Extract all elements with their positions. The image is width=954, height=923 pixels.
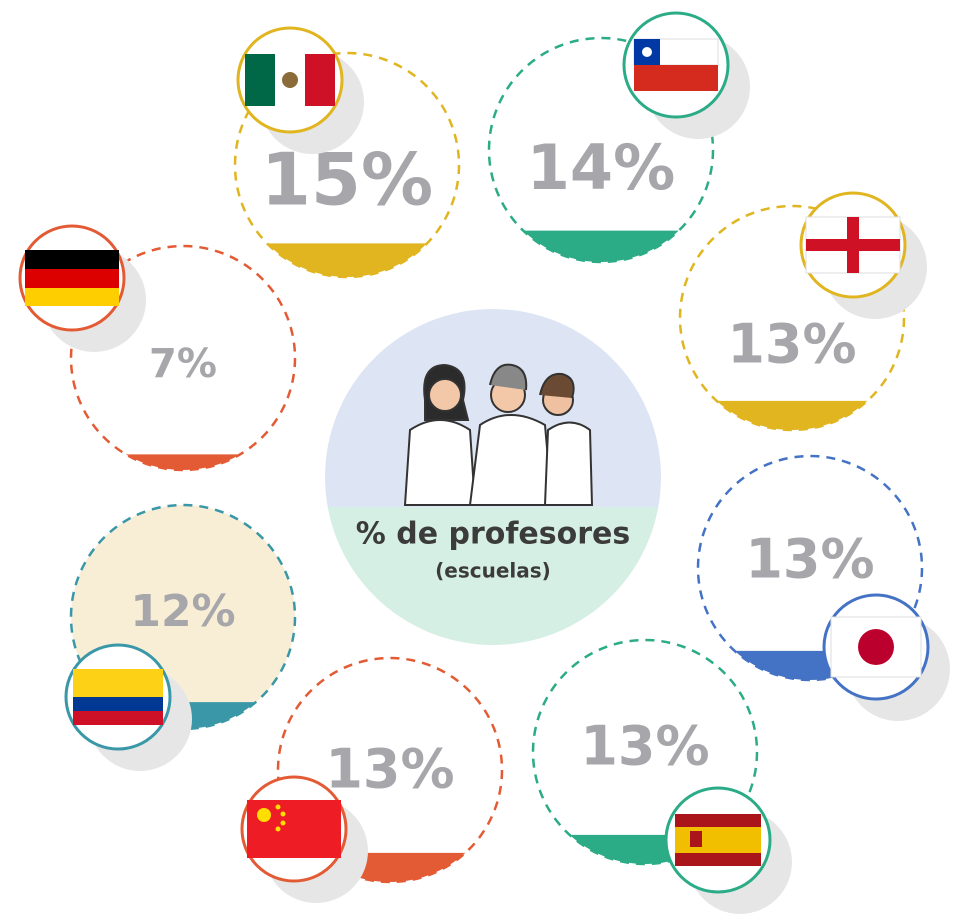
flag-band	[675, 827, 761, 853]
center-badge: % de profesores (escuelas)	[325, 309, 661, 677]
flag-star	[281, 821, 286, 826]
flag-band	[73, 711, 163, 725]
percent-label: 13%	[580, 715, 709, 778]
flag-band	[25, 288, 119, 306]
flag	[806, 217, 900, 273]
flag	[247, 800, 341, 858]
flag-emblem	[690, 831, 702, 847]
flag-band	[634, 65, 718, 91]
flag-emblem	[282, 72, 298, 88]
teachers-illustration	[405, 365, 592, 505]
flag-band	[305, 54, 335, 106]
badge-title: % de profesores	[356, 517, 631, 552]
flag	[831, 617, 921, 677]
percent-fill	[267, 243, 427, 277]
flag-band	[73, 697, 163, 711]
percent-label: 14%	[527, 131, 675, 204]
percent-label: 13%	[745, 528, 874, 591]
flag-band	[73, 669, 163, 697]
percent-label: 12%	[130, 586, 235, 637]
percent-fill	[523, 231, 678, 262]
country-item: 14%	[489, 13, 750, 262]
badge-subtitle: (escuelas)	[435, 559, 551, 583]
flag-band	[25, 250, 119, 269]
infographic: % de profesores (escuelas) 15% 14% 13% 7% 12…	[0, 0, 954, 923]
percent-label: 13%	[727, 313, 856, 376]
flag-band	[675, 814, 761, 827]
country-item: 7%	[20, 226, 295, 470]
flag-star	[276, 827, 281, 832]
flag-band	[675, 853, 761, 866]
flag-band	[245, 54, 275, 106]
country-item: 12%	[66, 505, 295, 771]
country-item: 13%	[698, 456, 950, 721]
flag	[634, 39, 718, 91]
country-item: 13%	[680, 193, 927, 430]
flag-star	[276, 805, 281, 810]
flag	[245, 54, 335, 106]
flag-disc	[858, 629, 894, 665]
flag-star	[281, 812, 286, 817]
country-item: 15%	[235, 28, 459, 277]
country-item: 13%	[533, 640, 792, 914]
percent-label: 7%	[149, 341, 217, 387]
percent-label: 13%	[325, 738, 454, 801]
flag-band	[847, 217, 859, 273]
flag-star	[642, 47, 652, 57]
percent-label: 15%	[261, 138, 433, 222]
flag	[73, 669, 163, 725]
country-item: 13%	[242, 658, 502, 903]
flag-band	[25, 269, 119, 288]
flag-star	[257, 808, 271, 822]
flag	[25, 250, 119, 306]
flag	[675, 814, 761, 866]
